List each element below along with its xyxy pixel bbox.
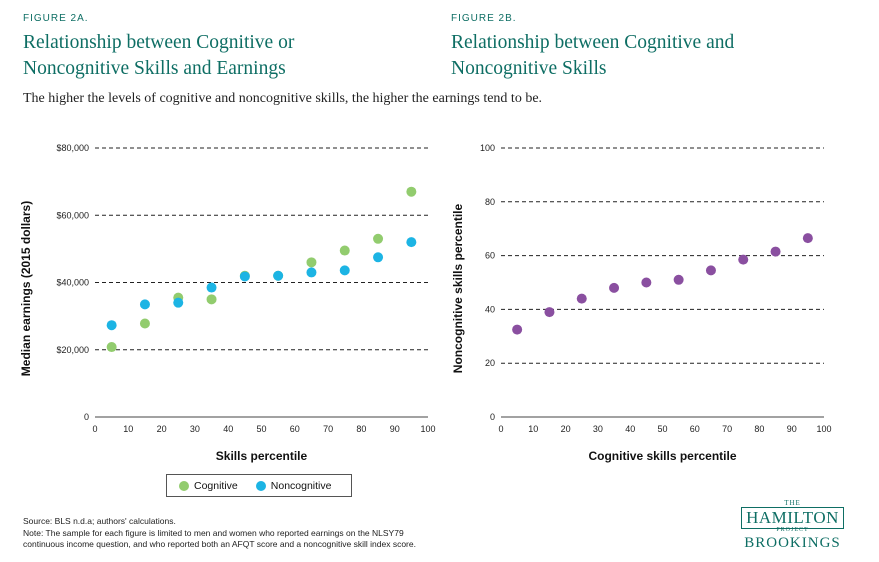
data-point-noncognitive <box>609 282 620 293</box>
source-note: Source: BLS n.d.a; authors' calculations… <box>23 516 543 551</box>
note-line1: Note: The sample for each figure is limi… <box>23 527 404 538</box>
x-tick-label: 90 <box>390 424 400 434</box>
figure-2b-label: FIGURE 2B. <box>451 13 517 24</box>
figure-2b-title-line2: Noncognitive Skills <box>451 58 607 79</box>
figure-2a-label: FIGURE 2A. <box>23 13 89 24</box>
data-point-noncognitive <box>406 237 417 248</box>
x-tick-label: 100 <box>420 424 435 434</box>
x-tick-label: 80 <box>754 424 764 434</box>
figure-2b-title-line1: Relationship between Cognitive and <box>451 32 735 53</box>
legend-swatch-cognitive <box>179 480 189 491</box>
data-point-noncognitive <box>373 252 384 263</box>
chart-2a-legend: Cognitive Noncognitive <box>166 474 352 497</box>
x-tick-label: 0 <box>498 424 503 434</box>
logo-the: THE <box>784 499 801 507</box>
data-point-noncognitive <box>512 324 523 335</box>
data-point-cognitive <box>306 257 317 268</box>
x-tick-label: 30 <box>190 424 200 434</box>
legend-label-noncognitive: Noncognitive <box>270 479 332 492</box>
legend-label-cognitive: Cognitive <box>194 479 238 492</box>
data-point-noncognitive <box>738 254 749 265</box>
legend-swatch-noncognitive <box>255 480 266 491</box>
x-tick-label: 20 <box>157 424 167 434</box>
data-point-noncognitive <box>802 233 813 244</box>
data-point-cognitive <box>373 233 384 244</box>
y-tick-label: 0 <box>490 412 495 422</box>
x-tick-label: 60 <box>290 424 300 434</box>
logo-hamilton: HAMILTON <box>741 507 844 529</box>
x-axis-title: Skills percentile <box>216 449 308 463</box>
figure-2a-title-line1: Relationship between Cognitive or <box>23 32 295 53</box>
y-axis-title: Median earnings (2015 dollars) <box>19 201 33 376</box>
x-tick-label: 40 <box>223 424 233 434</box>
data-point-noncognitive <box>576 293 587 304</box>
data-point-noncognitive <box>770 246 781 257</box>
y-tick-label: 100 <box>480 143 495 153</box>
data-point-noncognitive <box>239 271 250 282</box>
subtitle: The higher the levels of cognitive and n… <box>23 91 543 106</box>
legend-item-noncognitive: Noncognitive <box>255 479 332 492</box>
x-tick-label: 50 <box>256 424 266 434</box>
data-point-noncognitive <box>544 307 555 318</box>
y-tick-label: 40 <box>485 304 495 314</box>
figure-2a-title-line2: Noncognitive Skills and Earnings <box>23 58 286 79</box>
y-tick-label: 0 <box>84 412 89 422</box>
x-tick-label: 70 <box>323 424 333 434</box>
figure-2b-title: Relationship between Cognitive and Nonco… <box>451 30 734 82</box>
x-tick-label: 100 <box>816 424 831 434</box>
x-tick-label: 10 <box>528 424 538 434</box>
y-tick-label: 20 <box>485 358 495 368</box>
data-point-cognitive <box>106 342 117 353</box>
logo-brookings: BROOKINGS <box>744 535 841 551</box>
x-tick-label: 80 <box>356 424 366 434</box>
data-point-noncognitive <box>139 299 150 310</box>
x-tick-label: 20 <box>561 424 571 434</box>
x-tick-label: 10 <box>123 424 133 434</box>
note-line2: continuous income question, and who repo… <box>23 539 416 549</box>
legend-item-cognitive: Cognitive <box>179 480 238 492</box>
y-tick-label: $80,000 <box>56 143 89 153</box>
y-tick-label: 80 <box>485 197 495 207</box>
data-point-cognitive <box>206 294 217 305</box>
x-tick-label: 30 <box>593 424 603 434</box>
figure-2a-title: Relationship between Cognitive or Noncog… <box>23 30 294 82</box>
x-tick-label: 70 <box>722 424 732 434</box>
chart-2a: 0 $20,000 $40,000 $60,000 $80,000 0 10 20 30 40 50… <box>19 143 436 463</box>
data-point-cognitive <box>139 318 150 329</box>
data-point-noncognitive <box>641 277 652 288</box>
x-tick-label: 40 <box>625 424 635 434</box>
chart-2b: 0 20 40 60 80 100 0 10 20 30 40 50 60 70 80 90 100 Cognit… <box>451 143 832 463</box>
logo-project: PROJECT <box>776 527 809 533</box>
source-line: Source: BLS n.d.a; authors' calculations… <box>23 516 176 526</box>
y-axis-title: Noncognitive skills percentile <box>451 203 465 373</box>
x-tick-label: 90 <box>787 424 797 434</box>
x-tick-label: 50 <box>657 424 667 434</box>
y-tick-label: $60,000 <box>56 210 89 220</box>
data-point-noncognitive <box>339 265 350 276</box>
x-tick-label: 0 <box>92 424 97 434</box>
x-tick-label: 60 <box>690 424 700 434</box>
x-axis-title: Cognitive skills percentile <box>588 449 736 463</box>
data-point-noncognitive <box>705 265 716 276</box>
y-tick-label: $20,000 <box>56 345 89 355</box>
data-point-noncognitive <box>306 267 317 278</box>
y-tick-label: 60 <box>485 251 495 261</box>
y-tick-label: $40,000 <box>56 278 89 288</box>
data-point-noncognitive <box>106 320 117 331</box>
data-point-noncognitive <box>273 270 284 281</box>
hamilton-brookings-logo: THE HAMILTON PROJECT BROOKINGS <box>735 499 850 552</box>
data-point-cognitive <box>339 245 350 256</box>
data-point-cognitive <box>406 186 417 197</box>
data-point-noncognitive <box>173 297 184 308</box>
data-point-noncognitive <box>673 274 684 285</box>
data-point-noncognitive <box>206 282 217 293</box>
